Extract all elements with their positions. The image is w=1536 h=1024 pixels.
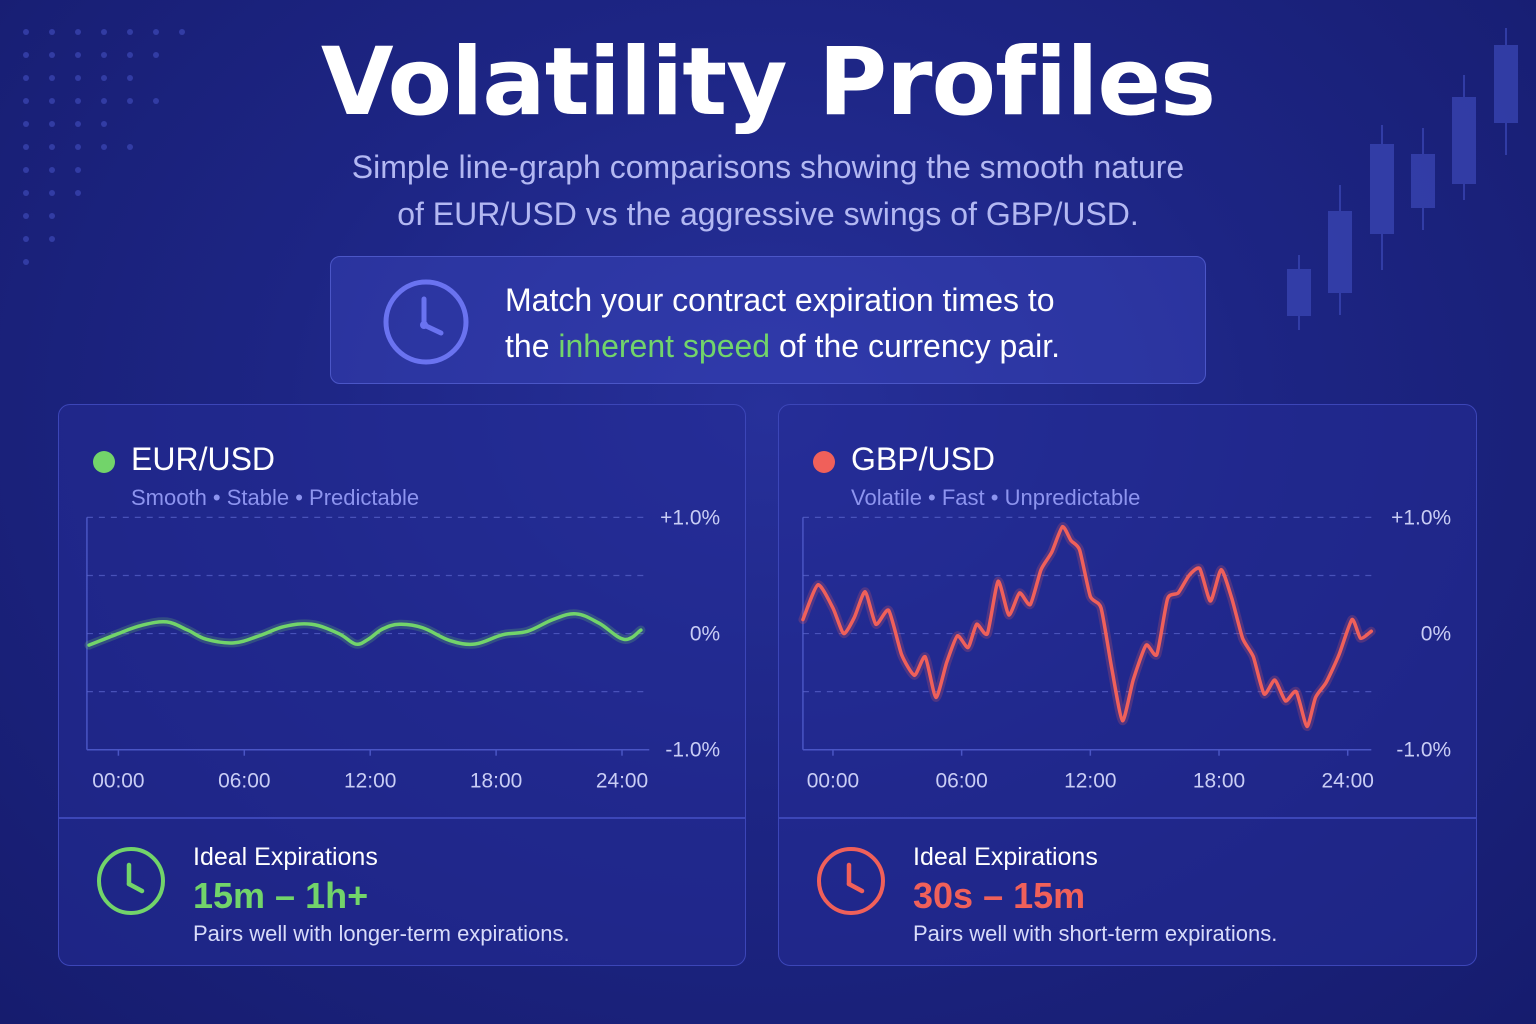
x-tick-label: 18:00	[1193, 770, 1245, 793]
x-tick-label: 24:00	[1322, 770, 1374, 793]
callout-highlight: inherent speed	[558, 328, 771, 364]
series-line-glow	[798, 522, 1376, 731]
x-tick-label: 12:00	[1064, 770, 1116, 793]
expiration-callout: Match your contract expiration times to …	[330, 256, 1206, 384]
x-tick-label: 18:00	[470, 770, 522, 793]
clock-icon	[383, 279, 469, 365]
pair-name: EUR/USD	[131, 441, 276, 477]
y-tick-label: +1.0%	[1391, 506, 1451, 529]
chart-gbp-usd: +1.0% 0% -1.0% 00:00 06:00 12:00 18:00 24:00	[798, 506, 1451, 793]
x-tick-label: 06:00	[935, 770, 987, 793]
page-subtitle: Simple line-graph comparisons showing th…	[268, 144, 1268, 238]
decorative-dot-grid	[23, 29, 185, 265]
y-tick-label: 0%	[1421, 623, 1451, 646]
series-line	[801, 524, 1374, 729]
card-gbp-usd: GBP/USD Volatile • Fast • Unpredictable …	[778, 404, 1477, 966]
expiration-label: Ideal Expirations	[913, 843, 1098, 871]
x-tick-label: 24:00	[596, 770, 648, 793]
subtitle-line-1: Simple line-graph comparisons showing th…	[351, 149, 1185, 185]
expiration-label: Ideal Expirations	[193, 843, 378, 871]
y-tick-label: -1.0%	[1396, 739, 1451, 762]
expiration-note: Pairs well with longer-term expirations.	[193, 921, 570, 946]
clock-icon	[97, 847, 165, 915]
y-tick-label: -1.0%	[665, 739, 720, 762]
x-tick-label: 12:00	[344, 770, 396, 793]
y-tick-label: 0%	[690, 623, 720, 646]
expiration-note: Pairs well with short-term expirations.	[913, 921, 1278, 946]
decorative-candlesticks	[1287, 28, 1518, 330]
callout-message: Match your contract expiration times to …	[505, 277, 1185, 369]
clock-icon	[817, 847, 885, 915]
subtitle-line-2: of EUR/USD vs the aggressive swings of G…	[397, 196, 1139, 232]
callout-text-mid: the	[505, 328, 559, 364]
status-dot-icon	[813, 451, 835, 473]
pair-name: GBP/USD	[851, 441, 996, 477]
x-tick-label: 06:00	[218, 770, 270, 793]
x-tick-label: 00:00	[92, 770, 144, 793]
x-tick-label: 00:00	[807, 770, 859, 793]
expiration-range: 15m – 1h+	[193, 875, 369, 916]
page-title: Volatility Profiles	[320, 28, 1216, 137]
card-eur-usd: EUR/USD Smooth • Stable • Predictable +1…	[58, 404, 746, 966]
callout-text-end: of the currency pair.	[770, 328, 1061, 364]
expiration-range: 30s – 15m	[913, 875, 1086, 916]
pair-traits: Volatile • Fast • Unpredictable	[851, 485, 1141, 510]
series-line	[87, 612, 643, 647]
card-divider	[779, 817, 1476, 819]
card-divider	[59, 817, 745, 819]
chart-eur-usd: +1.0% 0% -1.0% 00:00 06:00 12:00 18:00 24:00	[84, 506, 720, 793]
status-dot-icon	[93, 451, 115, 473]
pair-traits: Smooth • Stable • Predictable	[131, 485, 420, 510]
callout-text-line-1: Match your contract expiration times to	[505, 282, 1055, 318]
y-tick-label: +1.0%	[660, 506, 720, 529]
